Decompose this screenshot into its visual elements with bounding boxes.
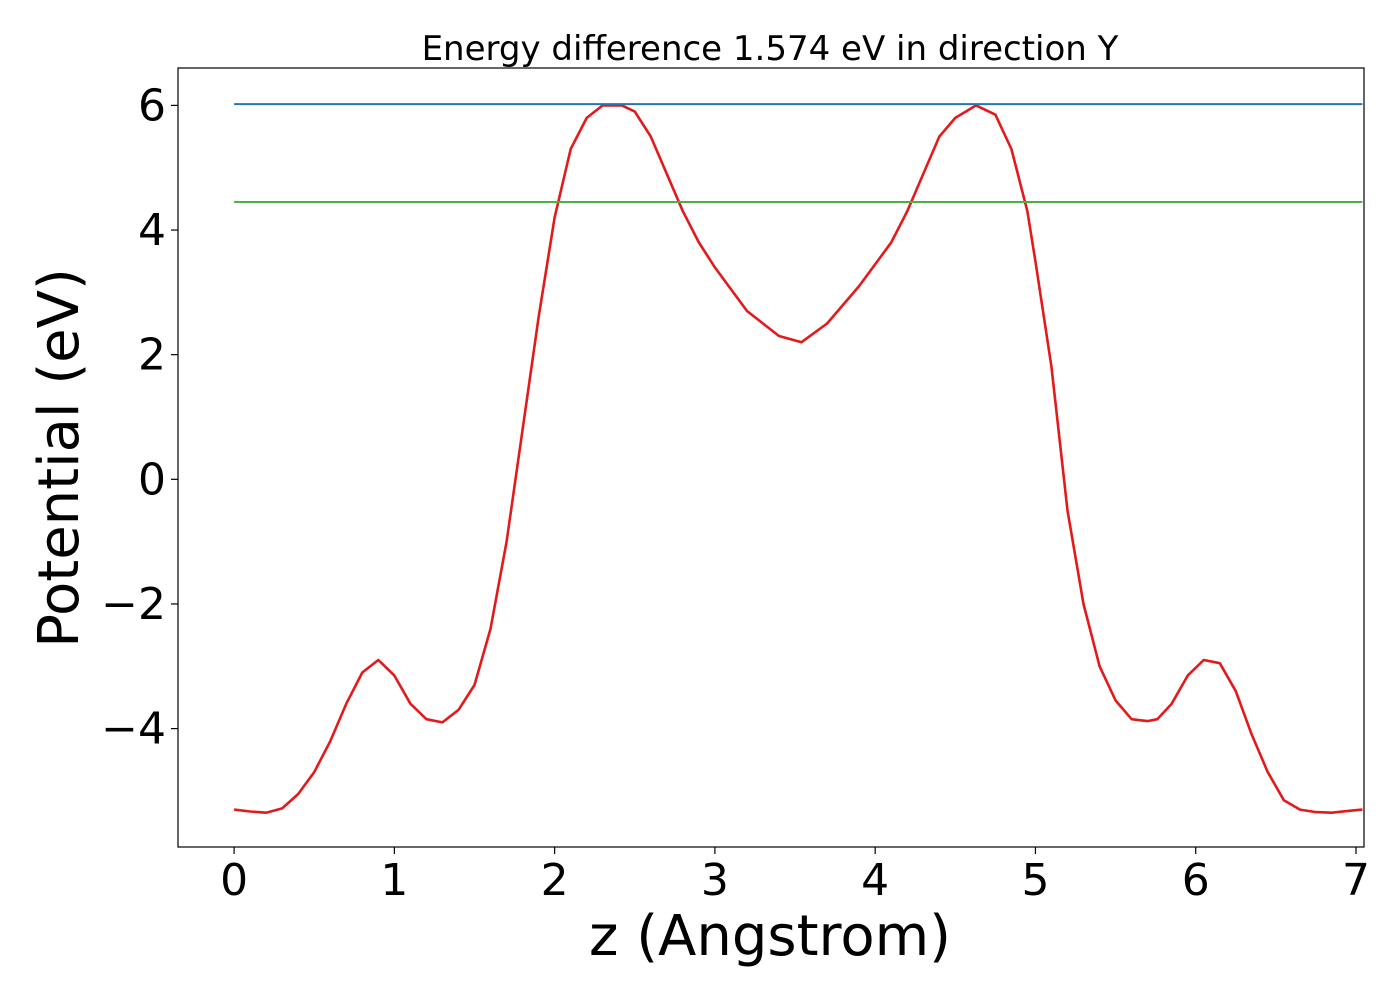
y-tick-label: 0 bbox=[138, 454, 166, 505]
x-axis-ticks: 0 1 2 3 4 5 6 7 bbox=[220, 847, 1370, 906]
x-tick-label: 4 bbox=[861, 855, 889, 906]
y-tick-label: 6 bbox=[138, 80, 166, 131]
y-tick-label: 2 bbox=[138, 330, 166, 381]
x-tick-label: 3 bbox=[701, 855, 729, 906]
y-tick-label: −2 bbox=[101, 579, 166, 630]
y-axis-label: Potential (eV) bbox=[27, 268, 92, 648]
chart-title: Energy difference 1.574 eV in direction … bbox=[422, 29, 1119, 69]
x-tick-label: 5 bbox=[1021, 855, 1049, 906]
x-axis-label: z (Angstrom) bbox=[589, 904, 951, 969]
y-tick-label: 4 bbox=[138, 205, 166, 256]
x-tick-label: 6 bbox=[1182, 855, 1210, 906]
series-layer bbox=[233, 103, 1363, 815]
x-tick-label: 7 bbox=[1342, 855, 1370, 906]
x-tick-label: 1 bbox=[380, 855, 408, 906]
x-tick-label: 0 bbox=[220, 855, 248, 906]
x-tick-label: 2 bbox=[541, 855, 569, 906]
y-axis-ticks: −4 −2 0 2 4 6 bbox=[101, 80, 178, 755]
plot-frame bbox=[177, 67, 1365, 848]
potential-curve bbox=[233, 104, 1363, 815]
y-tick-label: −4 bbox=[101, 704, 166, 755]
